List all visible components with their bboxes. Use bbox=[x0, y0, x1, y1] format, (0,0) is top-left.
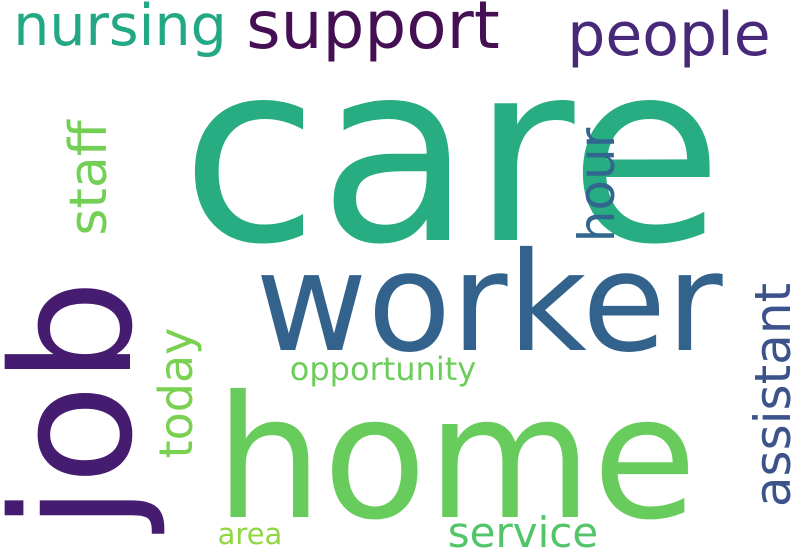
word-home: home bbox=[215, 360, 697, 558]
word-area: area bbox=[218, 517, 283, 551]
word-care: care bbox=[181, 8, 723, 299]
word-service: service bbox=[448, 508, 598, 557]
word-assistant: assistant bbox=[744, 283, 800, 507]
word-staff: staff bbox=[59, 119, 119, 235]
word-worker: worker bbox=[255, 224, 723, 383]
word-opportunity: opportunity bbox=[290, 350, 476, 388]
word-people: people bbox=[567, 0, 770, 70]
word-hour: hour bbox=[568, 127, 626, 242]
word-job: job bbox=[0, 279, 169, 534]
word-nursing: nursing bbox=[13, 0, 227, 59]
word-today: today bbox=[149, 328, 203, 459]
word-support: support bbox=[246, 0, 499, 64]
